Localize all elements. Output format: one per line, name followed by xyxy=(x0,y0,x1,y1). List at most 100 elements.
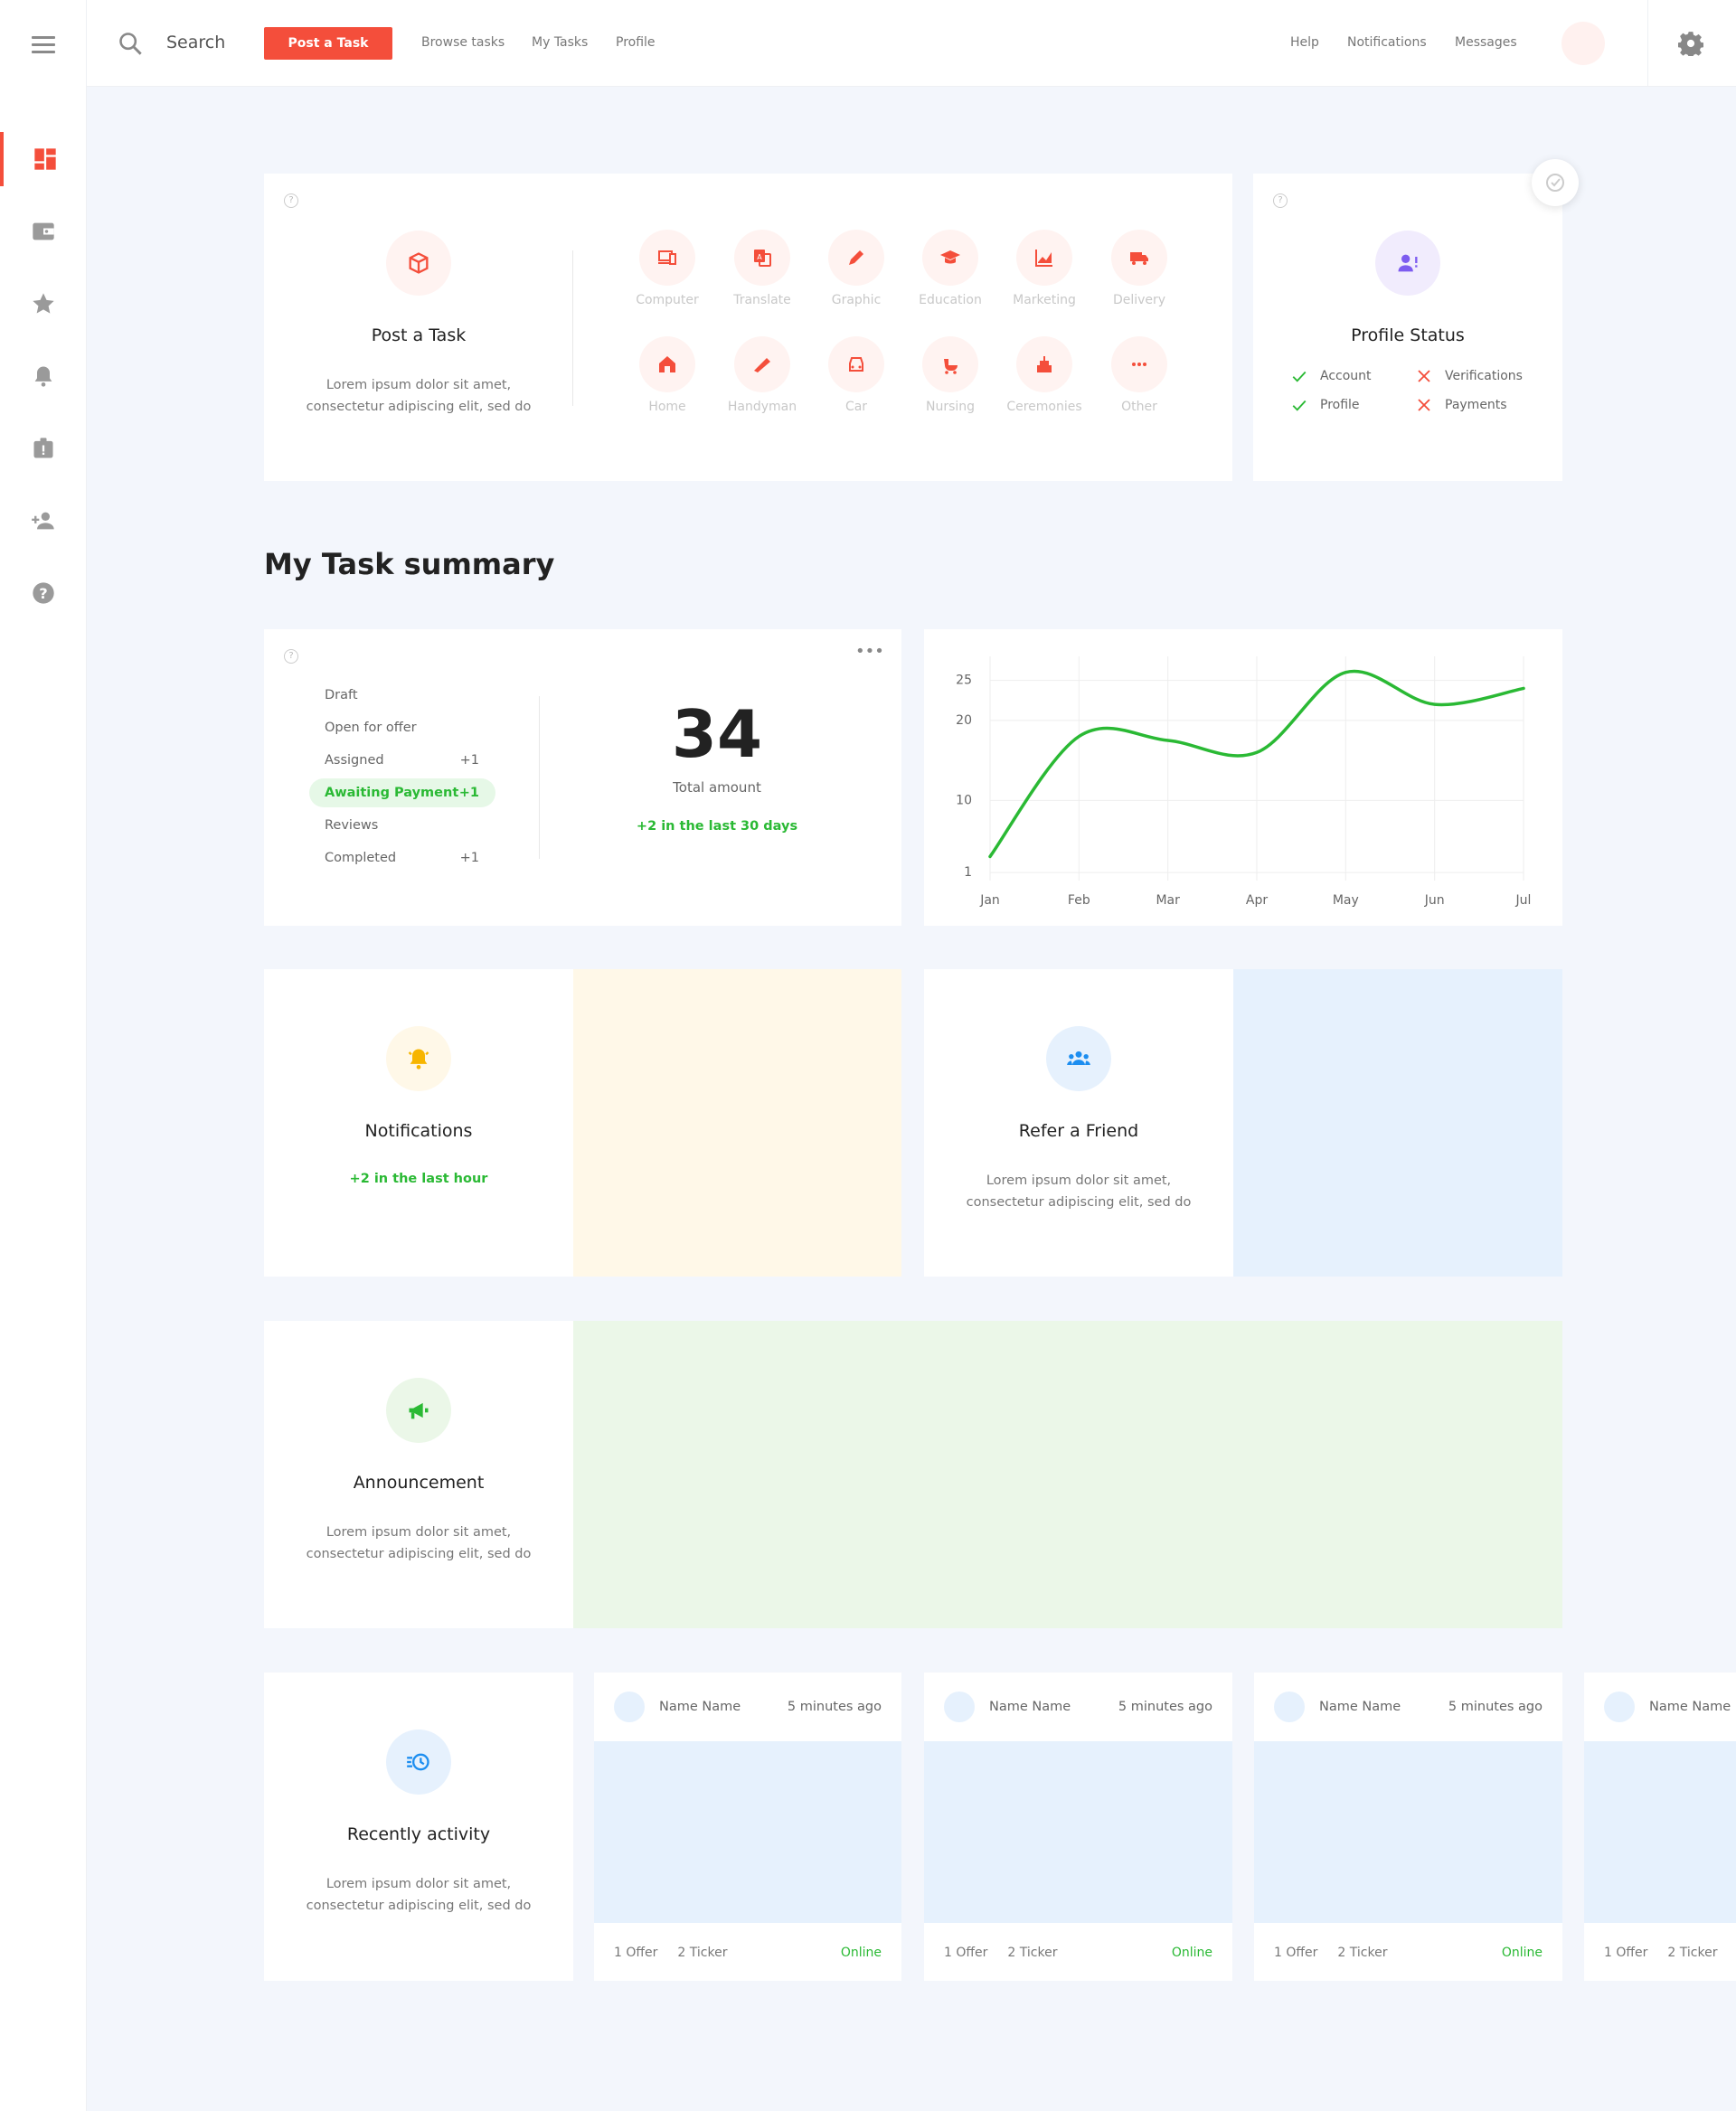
announcement-card[interactable]: Announcement Lorem ipsum dolor sit amet,… xyxy=(264,1321,1562,1628)
feed-media[interactable] xyxy=(924,1741,1232,1923)
profile-status-title: Profile Status xyxy=(1351,325,1465,345)
feed-media[interactable] xyxy=(1254,1741,1562,1923)
feed-card[interactable]: Name Name 5 minutes ago 1 Offer 2 Ticker On… xyxy=(594,1673,901,1981)
post-task-button[interactable]: Post a Task xyxy=(264,27,392,60)
feed-media[interactable] xyxy=(1584,1741,1736,1923)
feed-status: Online xyxy=(840,1946,882,1960)
nav-link-my-tasks[interactable]: My Tasks xyxy=(532,35,589,50)
wallet-icon[interactable] xyxy=(0,204,87,259)
stroller-icon xyxy=(922,336,978,392)
search-label[interactable]: Search xyxy=(166,33,226,52)
topbar: Search Post a Task Browse tasks My Tasks… xyxy=(87,0,1736,87)
feed-card[interactable]: Name Name 1 Offer 2 Ticker xyxy=(1584,1673,1736,1981)
gear-icon[interactable] xyxy=(1678,31,1703,56)
recent-activity-title: Recently activity xyxy=(346,1824,491,1844)
category-car[interactable]: Car xyxy=(809,336,903,414)
task-row-awaiting-payment[interactable]: Awaiting Payment +1 xyxy=(309,778,495,807)
category-home[interactable]: Home xyxy=(620,336,714,414)
status-account[interactable]: Account xyxy=(1291,368,1372,384)
feed-name[interactable]: Name Name xyxy=(989,1700,1071,1714)
category-graphic[interactable]: Graphic xyxy=(809,230,903,307)
help-icon[interactable]: ? xyxy=(0,566,87,620)
announcement-panel xyxy=(573,1321,1562,1628)
category-ceremonies[interactable]: Ceremonies xyxy=(997,336,1091,414)
info-icon[interactable]: ? xyxy=(284,193,298,208)
category-translate[interactable]: A Translate xyxy=(715,230,809,307)
task-row-draft[interactable]: Draft xyxy=(325,688,358,702)
x-tick-label: Jul xyxy=(1515,893,1532,908)
line-chart: 1 10 20 25 Jan Feb Mar Apr May Jun Jul xyxy=(956,656,1532,908)
nav-link-help[interactable]: Help xyxy=(1290,35,1319,50)
notifications-panel xyxy=(573,969,901,1277)
divider xyxy=(572,250,573,406)
feed-time: 5 minutes ago xyxy=(1118,1700,1212,1714)
post-task-desc: Lorem ipsum dolor sit amet, consectetur … xyxy=(306,378,532,414)
avatar[interactable] xyxy=(944,1692,975,1722)
bell-icon[interactable] xyxy=(0,349,87,403)
feed-offers: 1 Offer xyxy=(1274,1946,1318,1960)
badge-icon[interactable] xyxy=(0,421,87,476)
task-row-completed[interactable]: Completed +1 xyxy=(325,851,479,865)
y-tick-label: 1 xyxy=(964,865,972,880)
user-avatar[interactable] xyxy=(1561,22,1605,65)
nav-link-notifications[interactable]: Notifications xyxy=(1347,35,1427,50)
svg-text:?: ? xyxy=(39,585,47,602)
notifications-card[interactable]: Notifications +2 in the last hour xyxy=(264,969,901,1277)
total-amount-value: 34 xyxy=(671,696,763,772)
y-tick-label: 10 xyxy=(956,793,972,807)
feed-name[interactable]: Name Name xyxy=(1319,1700,1401,1714)
info-icon[interactable]: ? xyxy=(1273,193,1288,208)
hamburger-menu-icon[interactable] xyxy=(32,36,55,53)
more-icon xyxy=(1111,336,1167,392)
more-options-icon[interactable]: ••• xyxy=(855,642,884,661)
feed-tickers: 2 Ticker xyxy=(677,1946,728,1960)
category-computer[interactable]: Computer xyxy=(620,230,714,307)
category-education[interactable]: Education xyxy=(903,230,997,307)
translate-icon: A xyxy=(734,230,790,286)
category-delivery[interactable]: Delivery xyxy=(1092,230,1186,307)
post-task-card: ? Post a Task Lorem ipsum dolor sit amet… xyxy=(264,174,1232,481)
avatar[interactable] xyxy=(1274,1692,1305,1722)
add-user-icon[interactable] xyxy=(0,494,87,548)
task-row-reviews[interactable]: Reviews xyxy=(325,818,379,833)
cross-icon xyxy=(1418,399,1430,411)
feed-card[interactable]: Name Name 5 minutes ago 1 Offer 2 Ticker On… xyxy=(1254,1673,1562,1981)
feed-name[interactable]: Name Name xyxy=(1649,1700,1731,1714)
feed-offers: 1 Offer xyxy=(614,1946,658,1960)
check-icon xyxy=(1292,400,1307,411)
y-tick-label: 20 xyxy=(956,713,972,728)
feed-media[interactable] xyxy=(594,1741,901,1923)
sidebar: ? xyxy=(0,0,87,2111)
feed-card[interactable]: Name Name 5 minutes ago 1 Offer 2 Ticker On… xyxy=(924,1673,1232,1981)
nav-link-browse-tasks[interactable]: Browse tasks xyxy=(421,35,505,50)
status-verifications[interactable]: Verifications xyxy=(1416,368,1523,384)
car-icon xyxy=(828,336,884,392)
task-row-assigned[interactable]: Assigned +1 xyxy=(325,753,479,768)
category-marketing[interactable]: Marketing xyxy=(997,230,1091,307)
dashboard-icon[interactable] xyxy=(0,132,87,186)
category-nursing[interactable]: Nursing xyxy=(903,336,997,414)
avatar[interactable] xyxy=(614,1692,645,1722)
total-amount-label: Total amount xyxy=(673,779,761,796)
recent-activity-card[interactable]: Recently activity Lorem ipsum dolor sit … xyxy=(264,1673,573,1981)
search-icon[interactable] xyxy=(118,31,143,56)
chart-icon xyxy=(1016,230,1072,286)
info-icon[interactable]: ? xyxy=(284,649,298,664)
task-row-open-for-offer[interactable]: Open for offer xyxy=(325,721,417,735)
status-profile[interactable]: Profile xyxy=(1291,397,1360,413)
feed-name[interactable]: Name Name xyxy=(659,1700,741,1714)
task-summary-card: ? ••• xyxy=(264,629,901,926)
refer-friend-card[interactable]: Refer a Friend Lorem ipsum dolor sit ame… xyxy=(924,969,1562,1277)
nav-link-messages[interactable]: Messages xyxy=(1455,35,1517,50)
category-other[interactable]: Other xyxy=(1092,336,1186,414)
nav-link-profile[interactable]: Profile xyxy=(616,35,656,50)
series-line xyxy=(988,669,1525,859)
star-icon[interactable] xyxy=(0,277,87,331)
avatar[interactable] xyxy=(1604,1692,1635,1722)
status-payments[interactable]: Payments xyxy=(1416,397,1507,413)
feed-tickers: 2 Ticker xyxy=(1007,1946,1058,1960)
edit-check-button[interactable] xyxy=(1532,159,1579,206)
announcement-desc: Lorem ipsum dolor sit amet, consectetur … xyxy=(306,1525,532,1561)
category-handyman[interactable]: Handyman xyxy=(715,336,809,414)
topbar-divider xyxy=(1647,0,1648,87)
